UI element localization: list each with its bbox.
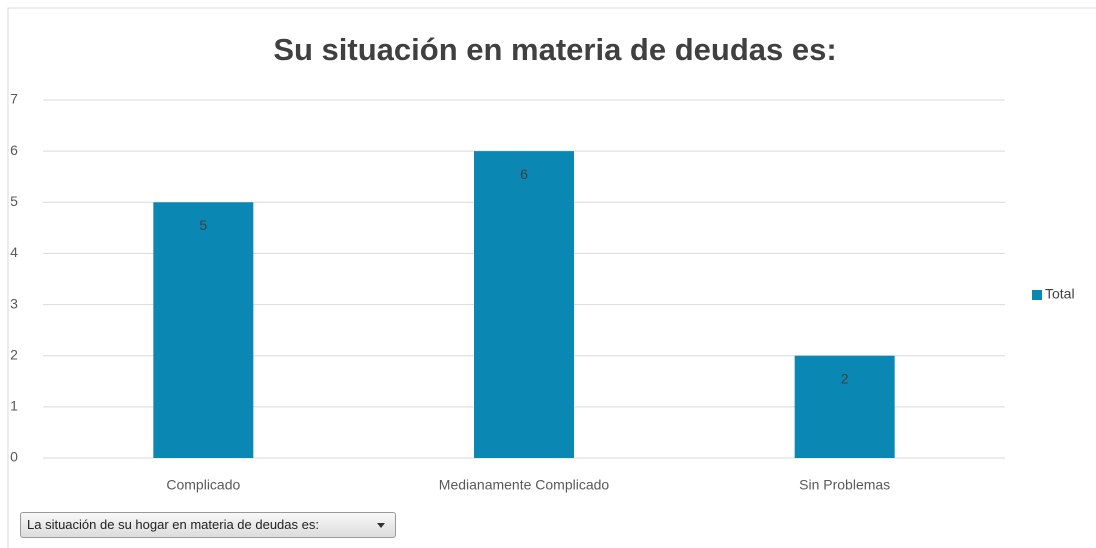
chart-title: Su situación en materia de deudas es:: [273, 32, 836, 67]
dropdown-arrow: [377, 523, 385, 528]
filter-label: La situación de su hogar en materia de d…: [27, 517, 319, 532]
data-label: 6: [520, 166, 528, 182]
y-tick-label: 2: [10, 346, 18, 362]
data-label: 5: [199, 217, 207, 233]
y-tick-label: 0: [10, 449, 18, 465]
x-tick-label: Sin Problemas: [799, 477, 890, 493]
y-tick-label: 1: [10, 398, 18, 414]
filter-dropdown[interactable]: La situación de su hogar en materia de d…: [20, 512, 396, 538]
y-tick-label: 6: [10, 142, 18, 158]
y-tick-label: 5: [10, 193, 18, 209]
legend-label: Total: [1045, 286, 1075, 302]
bar: [474, 151, 574, 458]
x-tick-label: Medianamente Complicado: [439, 477, 610, 493]
y-tick-label: 4: [10, 244, 18, 260]
legend-swatch: [1032, 290, 1042, 300]
bar: [794, 355, 895, 458]
data-label: 2: [841, 370, 849, 386]
y-tick-label: 3: [10, 295, 18, 311]
x-tick-label: Complicado: [166, 477, 240, 493]
bar: [153, 202, 254, 458]
y-tick-label: 7: [10, 91, 18, 107]
